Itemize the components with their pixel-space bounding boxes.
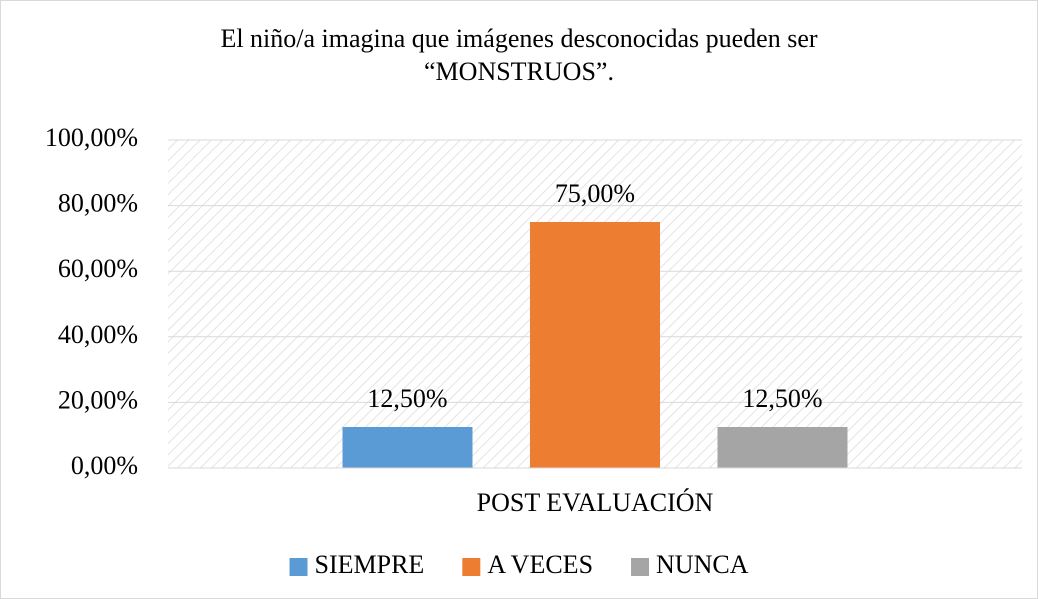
legend-label: SIEMPRE xyxy=(315,550,425,579)
data-label: 12,50% xyxy=(742,384,822,413)
chart-title: El niño/a imagina que imágenes desconoci… xyxy=(220,24,818,86)
x-tick-label: POST EVALUACIÓN xyxy=(477,488,714,517)
legend-swatch xyxy=(631,558,650,576)
y-tick-label: 0,00% xyxy=(71,451,138,480)
bar xyxy=(342,427,473,468)
legend-label: NUNCA xyxy=(656,550,749,579)
bar xyxy=(717,427,848,468)
legend-swatch xyxy=(462,558,481,576)
bar xyxy=(530,222,660,468)
y-tick-label: 80,00% xyxy=(58,189,138,218)
y-tick-label: 100,00% xyxy=(45,123,138,152)
legend-label: A VECES xyxy=(487,550,593,579)
data-label: 12,50% xyxy=(367,384,447,413)
y-tick-label: 60,00% xyxy=(58,254,138,283)
legend-swatch xyxy=(289,558,308,576)
y-tick-label: 40,00% xyxy=(58,320,138,349)
y-tick-label: 20,00% xyxy=(58,385,138,414)
data-label: 75,00% xyxy=(555,179,635,208)
